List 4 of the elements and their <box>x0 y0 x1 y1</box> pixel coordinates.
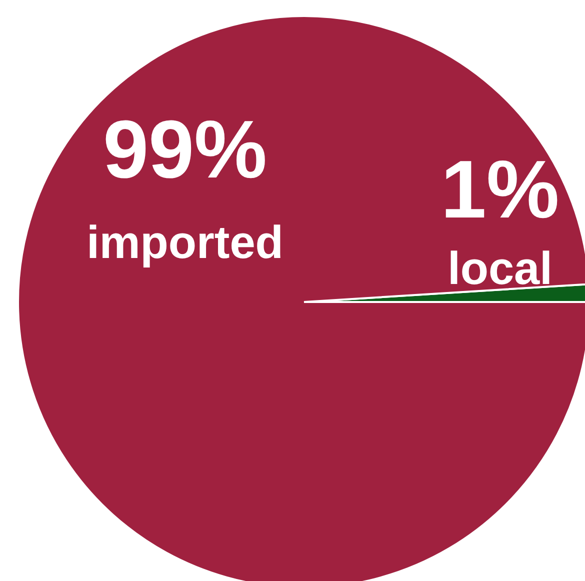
data-label: 1% <box>440 144 560 236</box>
data-label: 99% <box>102 104 268 196</box>
slice-label: local <box>448 242 552 294</box>
slice-label: imported <box>86 216 284 268</box>
